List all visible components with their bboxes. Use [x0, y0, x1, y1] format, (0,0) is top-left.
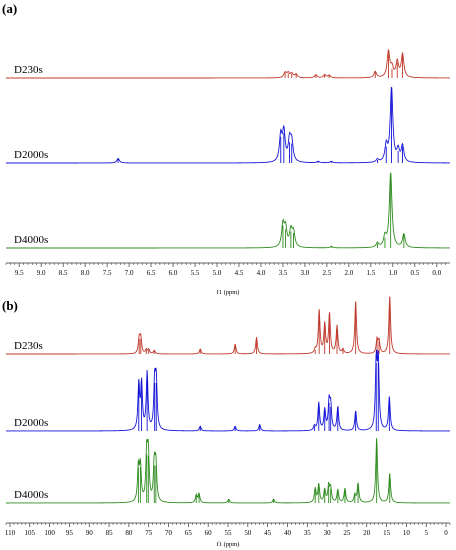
panel-b-tick-label: 10: [403, 529, 411, 537]
panel-a-tick-label: 7.5: [103, 269, 112, 277]
panel-b-tick-label: 0: [444, 529, 448, 537]
panel-a-series-line-d230s: [6, 48, 450, 79]
panel-a-tick-label: 4.5: [235, 269, 244, 277]
panel-b-tick-label: 45: [264, 529, 272, 537]
panel-b-tick-label: 90: [86, 529, 94, 537]
panel-a-series-line-d4000s: [6, 172, 450, 249]
panel-b-tick-label: 5: [424, 529, 428, 537]
panel-a-tick-label: 0.5: [410, 269, 419, 277]
panel-b-tick-label: 105: [25, 529, 36, 537]
panel-b-x-axis: 110 105 100 95 90 85 80 75 70 65 60 55 50 45 40 35 30 25 2…: [5, 522, 451, 537]
panel-b-series-line-d230s: [6, 296, 450, 355]
panel-a-label: (a): [2, 1, 17, 16]
panel-b-tick-label: 15: [383, 529, 391, 537]
panel-a-series-line-d2000s: [6, 86, 450, 164]
panel-a-spectra: D230s D2000s D4000s: [6, 48, 450, 249]
panel-a-tick-label: 8.5: [59, 269, 68, 277]
panel-a-tick-label: 9.0: [37, 269, 46, 277]
panel-a-tick-label: 1.0: [388, 269, 397, 277]
panel-a-tick-label: 6.0: [169, 269, 178, 277]
panel-b-tick-label: 35: [304, 529, 312, 537]
panel-a-series-label-d2000s: D2000s: [14, 149, 48, 161]
panel-b-tick-label: 50: [244, 529, 252, 537]
panel-b-series-label-d230s: D230s: [14, 340, 43, 352]
panel-a-x-axis: 9.5 9.0 8.5 8.0 7.5 7.0 6.5 6.0 5.5 5.0 4.5 4.0 3.5 3…: [5, 262, 450, 277]
panel-a-tick-label: 0.0: [432, 269, 441, 277]
panel-a-tick-label: 5.0: [213, 269, 222, 277]
panel-a-1h-nmr: (a) D230s D2000s D4000s 9.5 9.0 8.5 8.0 7.5 7.0…: [2, 1, 450, 296]
panel-b-x-axis-title: f1 (ppm): [217, 541, 240, 548]
panel-a-tick-label: 3.0: [301, 269, 310, 277]
panel-b-tick-label: 20: [363, 529, 371, 537]
panel-b-tick-label: 110: [5, 529, 16, 537]
panel-a-x-axis-title: f1 (ppm): [217, 289, 240, 296]
panel-a-tick-label: 4.0: [257, 269, 266, 277]
panel-b-tick-label: 60: [205, 529, 213, 537]
panel-a-tick-label: 2.5: [323, 269, 332, 277]
panel-b-series-label-d4000s: D4000s: [14, 489, 48, 501]
panel-b-series-line-d4000s: [6, 438, 450, 504]
panel-b-tick-label: 95: [66, 529, 74, 537]
panel-a-tick-label: 1.5: [366, 269, 375, 277]
panel-a-tick-label: 9.5: [15, 269, 24, 277]
panel-b-series-label-d2000s: D2000s: [14, 417, 48, 429]
panel-a-series-label-d230s: D230s: [14, 64, 43, 76]
panel-b-tick-label: 85: [106, 529, 114, 537]
panel-b-tick-label: 100: [44, 529, 55, 537]
panel-b-tick-label: 25: [343, 529, 351, 537]
panel-b-tick-label: 30: [324, 529, 332, 537]
panel-a-tick-label: 6.5: [147, 269, 156, 277]
panel-b-tick-label: 70: [165, 529, 173, 537]
panel-b-tick-label: 75: [145, 529, 153, 537]
panel-a-tick-label: 5.5: [191, 269, 200, 277]
panel-b-tick-label: 40: [284, 529, 292, 537]
panel-a-tick-label: 3.5: [279, 269, 288, 277]
panel-a-tick-label: 7.0: [125, 269, 134, 277]
panel-b-spectra: D230s D2000s D4000s: [6, 296, 450, 504]
panel-a-tick-label: 2.0: [345, 269, 354, 277]
panel-b-label: (b): [2, 298, 18, 313]
panel-b-tick-label: 65: [185, 529, 193, 537]
panel-b-series-line-d2000s: [6, 349, 450, 432]
panel-a-tick-label: 8.0: [81, 269, 90, 277]
panel-b-tick-label: 55: [225, 529, 233, 537]
panel-b-tick-label: 80: [125, 529, 133, 537]
panel-a-series-label-d4000s: D4000s: [14, 234, 48, 246]
